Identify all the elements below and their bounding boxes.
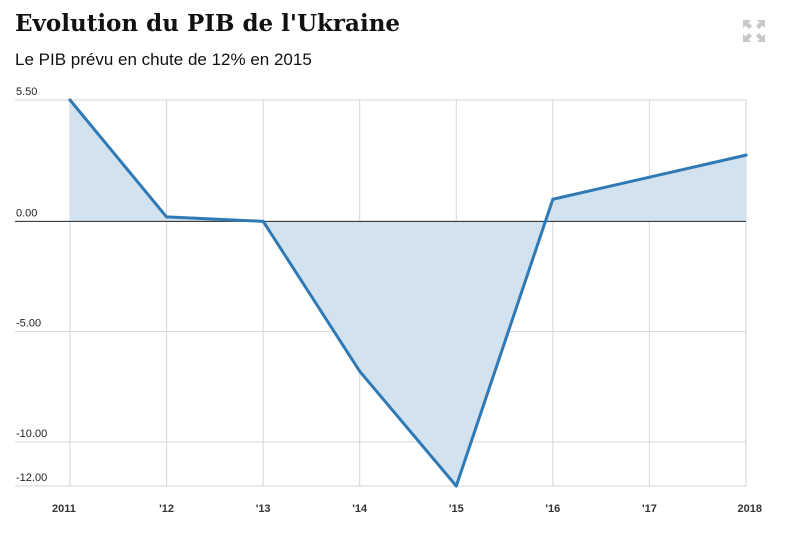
data-point-1: [165, 215, 169, 219]
y-tick-label: -5.00: [16, 318, 41, 330]
area-layer: [70, 100, 746, 486]
y-axis-labels: 5.50 0.00 -5.00 -10.00 -12.00: [16, 86, 47, 484]
x-tick-label: '12: [159, 503, 174, 515]
data-point-6: [647, 175, 651, 179]
expand-arrows-icon: [743, 20, 765, 42]
data-point-7: [744, 153, 748, 157]
data-point-4: [454, 484, 458, 488]
data-point-0: [68, 98, 72, 102]
x-tick-label: '13: [256, 503, 271, 515]
x-tick-label: '16: [545, 503, 560, 515]
y-tick-label: -12.00: [16, 472, 47, 484]
data-point-3: [358, 369, 362, 373]
chart-title: Evolution du PIB de l'Ukraine: [15, 10, 401, 37]
y-tick-label: 5.50: [16, 86, 37, 98]
data-point-2: [261, 219, 265, 223]
x-tick-label: '17: [642, 503, 657, 515]
x-tick-label: 2011: [52, 503, 76, 515]
y-tick-label: -10.00: [16, 428, 47, 440]
series-area: [70, 100, 746, 486]
y-tick-label: 0.00: [16, 207, 37, 219]
x-tick-label: 2018: [738, 503, 762, 515]
x-axis-labels: 2011 '12 '13 '14 '15 '16 '17 2018: [52, 503, 762, 515]
data-point-5: [551, 197, 555, 201]
line-layer: [68, 98, 748, 488]
series-line: [68, 98, 748, 488]
x-tick-label: '14: [352, 503, 368, 515]
expand-button[interactable]: [740, 17, 768, 45]
chart-subtitle: Le PIB prévu en chute de 12% en 2015: [15, 50, 312, 69]
x-tick-label: '15: [449, 503, 464, 515]
